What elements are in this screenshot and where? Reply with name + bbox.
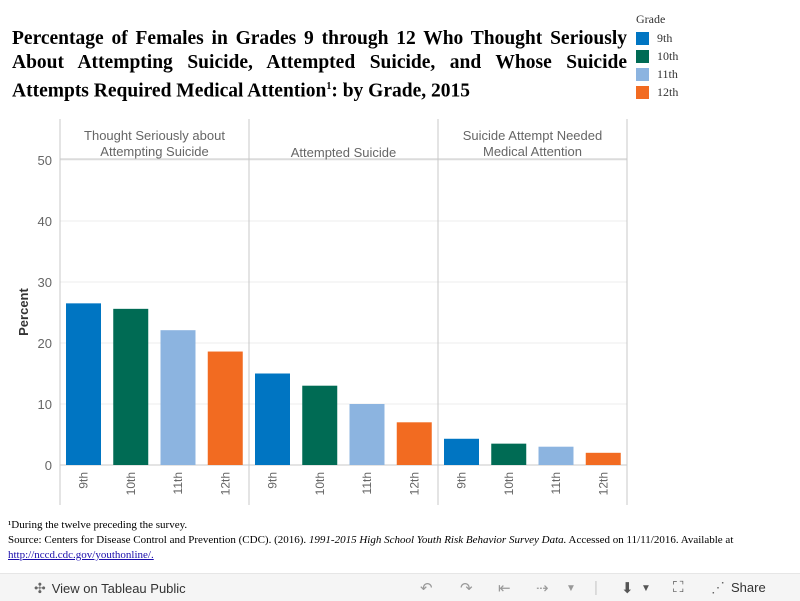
undo-icon[interactable]: ↶: [420, 580, 433, 597]
toolbar: ✣ View on Tableau Public ↶ ↷ ⇤ ⇢ ▼ | ⬇ ▼…: [0, 573, 800, 601]
source-line: Source: Centers for Disease Control and …: [8, 534, 734, 546]
panel-header-label: Thought Seriously about: [84, 128, 225, 143]
legend-swatch: [636, 67, 649, 81]
bar-11th: [349, 404, 385, 465]
legend-swatch: [636, 85, 649, 99]
legend-item-10th[interactable]: 10th: [636, 47, 678, 65]
y-axis-label: Percent: [16, 287, 31, 335]
panel-header-label: Medical Attention: [483, 144, 582, 159]
bar-12th: [585, 452, 621, 465]
bar-9th: [255, 373, 290, 465]
legend-item-11th[interactable]: 11th: [636, 65, 678, 83]
y-tick-label: 40: [38, 214, 52, 229]
x-tick-label: 9th: [266, 472, 280, 489]
revert-icon[interactable]: ⇤: [498, 580, 511, 597]
share-button[interactable]: ⋰ Share: [711, 579, 766, 596]
legend-swatch: [636, 31, 649, 45]
panel-header-label: Attempting Suicide: [100, 144, 208, 159]
bar-10th: [491, 443, 527, 465]
legend-label: 12th: [657, 84, 679, 99]
x-tick-label: 9th: [77, 472, 91, 489]
legend-title: Grade: [636, 12, 666, 26]
footnote-line: ¹During the twelve preceding the survey.: [8, 519, 188, 531]
share-icon: ⋰: [711, 579, 725, 595]
legend: Grade 9th 10th 11th 12th: [636, 12, 678, 101]
bar-chart: 0 10 20 30 40 50 Percent Thought Seriously abou…: [16, 119, 628, 505]
bar-12th: [207, 351, 243, 465]
legend-label: 9th: [657, 30, 673, 45]
x-tick-label: 12th: [596, 472, 610, 495]
legend-item-12th[interactable]: 12th: [636, 83, 678, 101]
download-icon[interactable]: ⬇: [621, 580, 634, 597]
legend-swatch: [636, 49, 649, 63]
redo-icon[interactable]: ↷: [460, 580, 473, 597]
bar-11th: [160, 330, 196, 465]
legend-label: 11th: [657, 66, 678, 81]
x-tick-label: 11th: [549, 472, 563, 494]
x-tick-label: 10th: [502, 472, 516, 495]
source-link[interactable]: http://nccd.cdc.gov/youthonline/.: [8, 549, 154, 561]
legend-item-9th[interactable]: 9th: [636, 29, 678, 47]
bar-10th: [302, 385, 338, 465]
y-tick-label: 20: [38, 336, 52, 351]
legend-label: 10th: [657, 48, 679, 63]
panel-header-label: Suicide Attempt Needed: [463, 128, 602, 143]
view-on-tableau-label: View on Tableau Public: [51, 581, 186, 596]
toolbar-divider: |: [594, 579, 598, 596]
chart-title: Percentage of Females in Grades 9 throug…: [12, 28, 627, 102]
bar-11th: [538, 446, 574, 465]
share-label: Share: [731, 580, 766, 595]
x-tick-label: 12th: [218, 472, 232, 495]
x-tick-label: 9th: [455, 472, 469, 489]
bar-9th: [444, 438, 479, 465]
x-tick-label: 12th: [407, 472, 421, 495]
tableau-icon: ✣: [34, 580, 46, 596]
view-on-tableau-button[interactable]: ✣ View on Tableau Public: [34, 580, 186, 597]
bar-10th: [113, 308, 149, 465]
y-tick-label: 10: [38, 397, 52, 412]
fullscreen-icon[interactable]: ⛶: [673, 579, 684, 596]
x-tick-label: 11th: [360, 472, 374, 494]
x-tick-label: 10th: [124, 472, 138, 495]
title-footnote-mark: 1: [326, 81, 332, 92]
chevron-down-icon[interactable]: ▼: [566, 583, 576, 594]
panel-header-label: Attempted Suicide: [291, 145, 397, 160]
bar-9th: [66, 303, 101, 465]
y-tick-label: 30: [38, 275, 52, 290]
x-tick-label: 11th: [171, 472, 185, 494]
download-chevron-icon[interactable]: ▼: [641, 583, 651, 594]
y-tick-label: 0: [45, 458, 52, 473]
bar-12th: [396, 422, 432, 465]
refresh-icon[interactable]: ⇢: [536, 580, 549, 597]
y-tick-label: 50: [38, 153, 52, 168]
x-tick-label: 10th: [313, 472, 327, 495]
footnote: ¹During the twelve preceding the survey.…: [8, 518, 768, 563]
